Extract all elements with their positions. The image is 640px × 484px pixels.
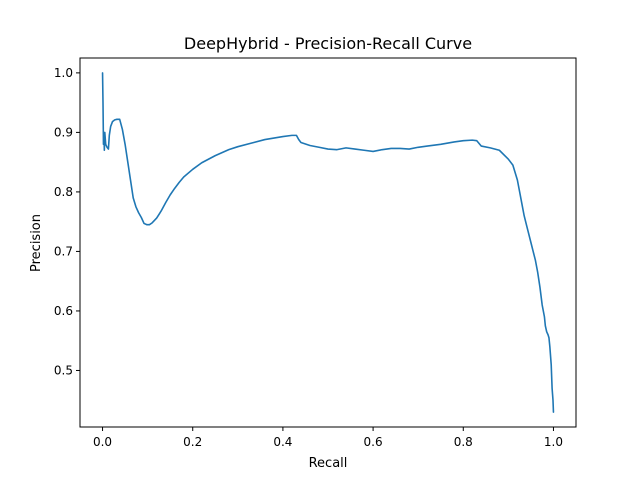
x-tick-label: 1.0 bbox=[544, 435, 563, 449]
x-tick-label: 0.4 bbox=[273, 435, 292, 449]
plot-area-frame bbox=[79, 57, 577, 428]
y-tick-label: 0.6 bbox=[54, 304, 73, 318]
y-tick-label: 0.8 bbox=[54, 185, 73, 199]
x-tick-label: 0.8 bbox=[454, 435, 473, 449]
y-tick-label: 1.0 bbox=[54, 66, 73, 80]
y-tick-label: 0.9 bbox=[54, 125, 73, 139]
x-tick-label: 0.0 bbox=[93, 435, 112, 449]
series-layer bbox=[101, 72, 555, 413]
chart-title: DeepHybrid - Precision-Recall Curve bbox=[184, 34, 472, 53]
y-axis-label: Precision bbox=[29, 214, 44, 272]
y-tick-label: 0.5 bbox=[54, 363, 73, 377]
y-axis-ticks: 0.5 0.6 0.7 0.8 0.9 1.0 bbox=[54, 66, 80, 377]
x-tick-label: 0.6 bbox=[364, 435, 383, 449]
y-tick-label: 0.7 bbox=[54, 244, 73, 258]
x-axis-ticks: 0.0 0.2 0.4 0.6 0.8 1.0 bbox=[93, 427, 563, 449]
x-tick-label: 0.2 bbox=[183, 435, 202, 449]
x-axis-label: Recall bbox=[309, 456, 348, 471]
precision-recall-line bbox=[101, 72, 555, 413]
